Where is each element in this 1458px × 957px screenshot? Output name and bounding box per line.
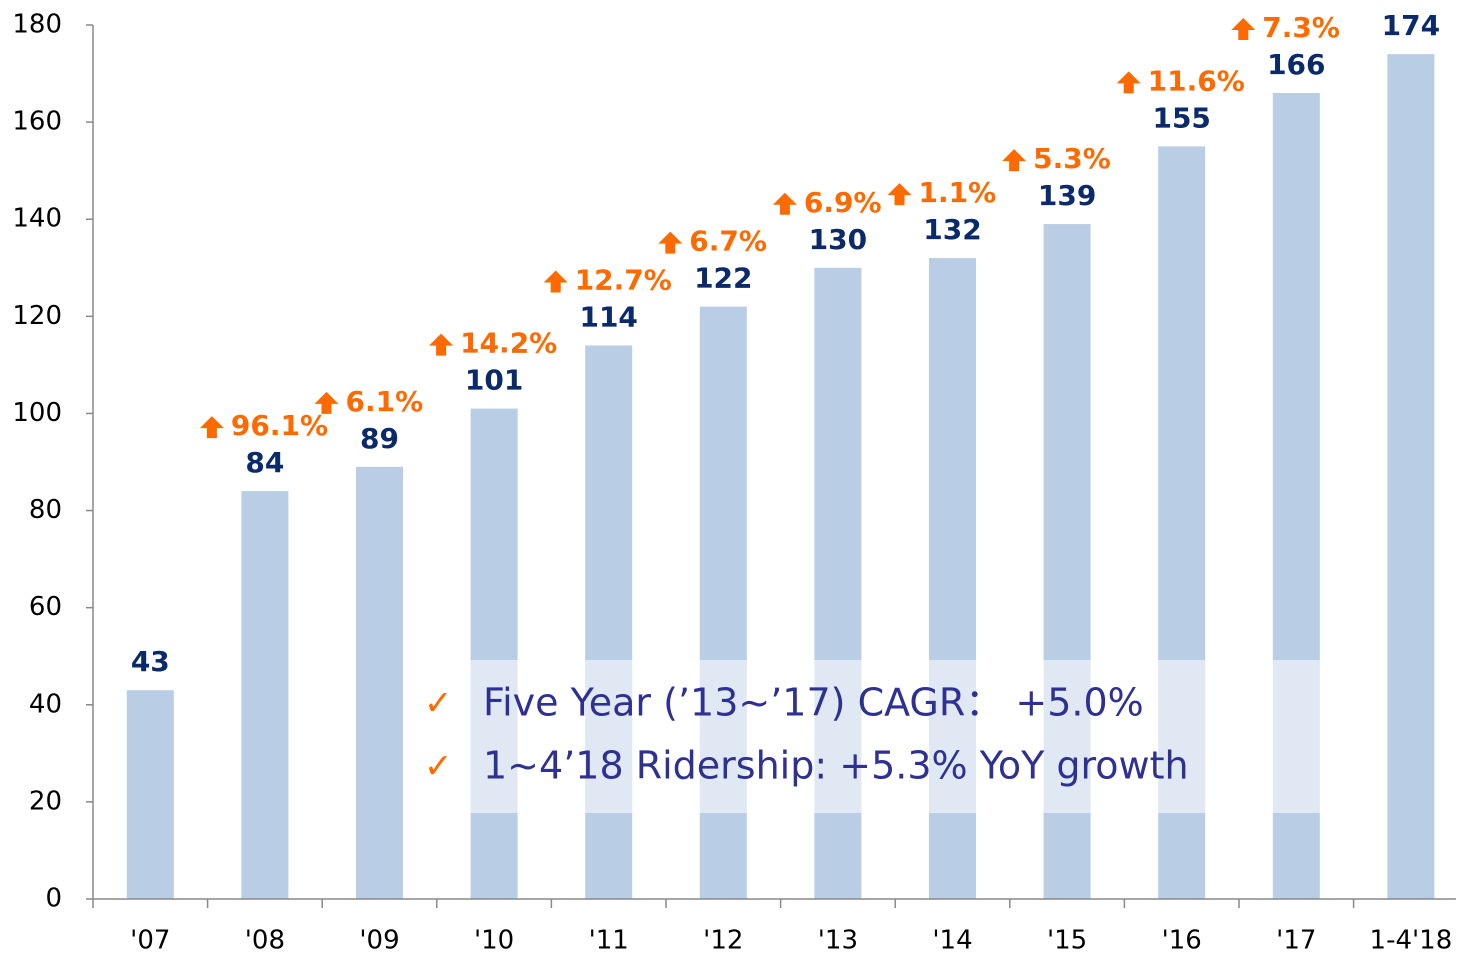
up-arrow xyxy=(1116,71,1141,94)
growth-label: 96.1% xyxy=(231,409,328,442)
up-arrow xyxy=(199,416,224,439)
up-arrow xyxy=(887,183,912,206)
x-tick-label: '10 xyxy=(474,926,514,956)
x-tick-label: '12 xyxy=(703,926,743,956)
growth-label: 1.1% xyxy=(919,176,997,209)
growth-label: 6.9% xyxy=(804,186,882,219)
value-label: 166 xyxy=(1267,48,1325,81)
up-arrow xyxy=(314,391,339,414)
y-tick-label: 180 xyxy=(12,10,62,40)
up-arrow xyxy=(1231,17,1256,40)
y-tick-label: 140 xyxy=(12,204,62,234)
value-label: 43 xyxy=(131,645,170,678)
x-tick-label: 1-4'18 xyxy=(1370,926,1453,956)
x-tick-label: '09 xyxy=(359,926,399,956)
check-icon: ✓ xyxy=(424,684,453,724)
value-label: 132 xyxy=(923,213,981,246)
annotation: 1~4’18 Ridership: +5.3% YoY growth xyxy=(483,744,1189,788)
value-label: 84 xyxy=(245,446,284,479)
y-tick-label: 80 xyxy=(29,495,62,525)
value-label: 122 xyxy=(694,262,752,295)
up-arrow xyxy=(543,270,568,293)
value-label: 130 xyxy=(809,223,867,256)
y-tick-label: 120 xyxy=(12,301,62,331)
value-label: 114 xyxy=(579,300,637,333)
growth-label: 7.3% xyxy=(1262,11,1340,44)
x-tick-label: '16 xyxy=(1162,926,1202,956)
bar xyxy=(470,408,518,899)
up-arrow xyxy=(429,333,454,356)
growth-label: 12.7% xyxy=(575,263,672,296)
annotation-box xyxy=(470,660,1322,813)
y-tick-label: 20 xyxy=(29,786,62,816)
x-tick-label: '15 xyxy=(1047,926,1087,956)
up-arrow xyxy=(658,231,683,254)
bar xyxy=(585,345,633,899)
x-tick-label: '14 xyxy=(932,926,972,956)
bar xyxy=(241,491,289,899)
growth-label: 6.7% xyxy=(689,225,767,258)
check-icon: ✓ xyxy=(424,747,453,787)
growth-label: 14.2% xyxy=(460,327,557,360)
y-tick-label: 160 xyxy=(12,107,62,137)
growth-label: 5.3% xyxy=(1033,142,1111,175)
value-label: 101 xyxy=(465,364,523,397)
x-tick-label: '17 xyxy=(1276,926,1316,956)
y-tick-label: 40 xyxy=(29,689,62,719)
y-tick-label: 100 xyxy=(12,398,62,428)
value-label: 139 xyxy=(1038,179,1096,212)
growth-label: 6.1% xyxy=(346,385,424,418)
up-arrow xyxy=(772,192,797,215)
bar xyxy=(356,466,403,899)
x-tick-label: '11 xyxy=(589,926,629,956)
annotation: Five Year (’13~’17) CAGR： +5.0% xyxy=(483,681,1144,725)
value-label: 89 xyxy=(360,422,399,455)
bar xyxy=(126,690,174,899)
growth-label: 11.6% xyxy=(1148,64,1245,97)
value-label: 155 xyxy=(1152,101,1210,134)
y-tick-label: 60 xyxy=(29,592,62,622)
x-tick-label: '13 xyxy=(818,926,858,956)
y-tick-label: 0 xyxy=(45,884,62,914)
value-label: 174 xyxy=(1382,9,1440,42)
x-tick-label: '08 xyxy=(245,926,285,956)
bar xyxy=(1387,54,1435,899)
x-tick-label: '07 xyxy=(130,926,170,956)
up-arrow xyxy=(1002,149,1027,172)
